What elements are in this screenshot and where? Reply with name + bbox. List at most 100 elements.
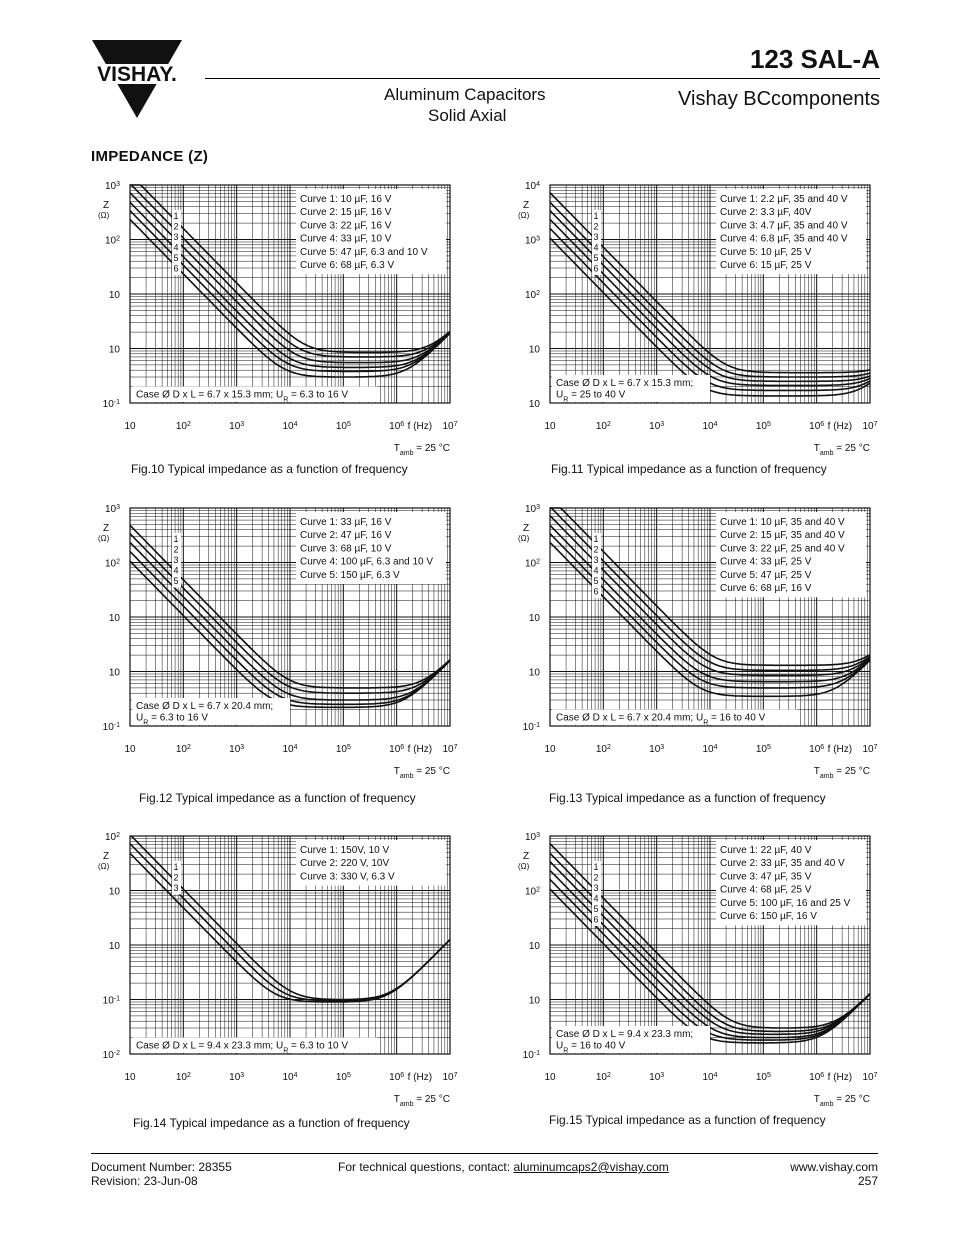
x-tick-label: 10 bbox=[124, 421, 136, 432]
curve-number-label: 1 bbox=[173, 862, 178, 872]
subtitle-line-2: Solid Axial bbox=[428, 106, 507, 125]
contact-line: For technical questions, contact: alumin… bbox=[338, 1160, 669, 1174]
curve-number-label: 2 bbox=[173, 873, 178, 883]
y-tick-label: 10 bbox=[529, 345, 541, 356]
x-tick-label: 102 bbox=[176, 421, 191, 433]
case-note-box bbox=[552, 1026, 710, 1053]
legend-entry: Curve 1: 22 µF, 40 V bbox=[720, 845, 812, 856]
ambient-temperature-note: Tamb = 25 °C bbox=[394, 1094, 450, 1108]
x-tick-label: 107 bbox=[862, 1072, 877, 1084]
curve-number-label: 6 bbox=[173, 264, 178, 274]
y-tick-label: 104 bbox=[525, 181, 540, 193]
series-line-1 bbox=[550, 507, 871, 667]
y-tick-label: 102 bbox=[105, 832, 120, 844]
case-note: UR​ = 25 to 40 V bbox=[556, 390, 626, 404]
y-tick-label: 10-1 bbox=[523, 722, 540, 734]
legend-entry: Curve 5: 100 µF, 16 and 25 V bbox=[720, 898, 851, 909]
contact-email-link[interactable]: aluminumcaps2@vishay.com bbox=[513, 1160, 669, 1174]
legend-box bbox=[296, 189, 446, 275]
legend-box bbox=[716, 189, 866, 275]
plot-frame bbox=[549, 835, 871, 1055]
legend-entry: Curve 5: 47 µF, 25 V bbox=[720, 570, 812, 581]
legend-entry: Curve 3: 330 V, 6.3 V bbox=[300, 871, 395, 882]
curve-number-label: 6 bbox=[593, 587, 598, 597]
curve-number-bg bbox=[592, 210, 601, 275]
y-tick-label: 10 bbox=[529, 399, 541, 410]
website-link[interactable]: www.vishay.com bbox=[790, 1160, 878, 1174]
x-axis-label: f (Hz) bbox=[828, 744, 852, 755]
y-tick-label: 102 bbox=[105, 558, 120, 570]
x-tick-label: 105 bbox=[336, 1072, 351, 1084]
y-tick-label: 102 bbox=[525, 886, 540, 898]
x-tick-label: 102 bbox=[176, 1072, 191, 1084]
legend-entry: Curve 3: 22 µF, 25 and 40 V bbox=[720, 543, 845, 554]
series-line-2 bbox=[549, 852, 871, 1033]
curve-number-label: 2 bbox=[173, 222, 178, 232]
legend-entry: Curve 6: 68 µF, 6.3 V bbox=[300, 260, 394, 271]
figure-caption: Fig.10 Typical impedance as a function o… bbox=[131, 462, 408, 476]
x-tick-label: 103 bbox=[229, 1072, 244, 1084]
y-tick-label: 10 bbox=[109, 613, 121, 624]
case-note: UR​ = 16 to 40 V bbox=[556, 1041, 626, 1055]
figure-10: 1 2 3 4 5 6 Curve 1: 10 µF, 16 V Curve 2: 15 µF… bbox=[91, 172, 511, 487]
x-tick-label: 105 bbox=[756, 421, 771, 433]
x-tick-label: 106 bbox=[809, 744, 824, 756]
y-tick-label: 10 bbox=[109, 887, 121, 898]
x-axis-label: f (Hz) bbox=[828, 421, 852, 432]
legend-entry: Curve 4: 6.8 µF, 35 and 40 V bbox=[720, 234, 848, 245]
x-tick-label: 107 bbox=[442, 421, 457, 433]
legend-entry: Curve 4: 33 µF, 25 V bbox=[720, 557, 812, 568]
series-line-3 bbox=[129, 541, 451, 701]
figure-11: 1 2 3 4 5 6 Curve 1: 2.2 µF, 35 and 40 V Curve … bbox=[511, 172, 931, 487]
legend-entry: Curve 2: 220 V, 10V bbox=[300, 858, 389, 869]
legend-entry: Curve 1: 33 µF, 16 V bbox=[300, 517, 392, 528]
figure-12: 1 2 3 4 5 Curve 1: 33 µF, 16 V Curve 2: 47 µF,… bbox=[91, 495, 511, 810]
x-tick-label: 103 bbox=[649, 421, 664, 433]
series-line-3 bbox=[549, 515, 871, 677]
x-tick-label: 103 bbox=[229, 744, 244, 756]
legend-box bbox=[716, 512, 866, 598]
legend-entry: Curve 6: 150 µF, 16 V bbox=[720, 911, 817, 922]
ambient-temperature-note: Tamb = 25 °C bbox=[394, 443, 450, 457]
series-line-2 bbox=[549, 201, 871, 378]
figure-15: 1 2 3 4 5 6 Curve 1: 22 µF, 40 V Curve 2: 33 µF… bbox=[511, 823, 931, 1138]
legend-entry: Curve 2: 15 µF, 16 V bbox=[300, 207, 392, 218]
curve-number-label: 5 bbox=[593, 576, 598, 586]
x-tick-label: 103 bbox=[649, 744, 664, 756]
x-tick-label: 10 bbox=[544, 421, 556, 432]
case-note-box bbox=[132, 698, 290, 725]
legend-entry: Curve 1: 10 µF, 35 and 40 V bbox=[720, 517, 845, 528]
y-axis-label: Z bbox=[523, 523, 529, 534]
x-tick-label: 105 bbox=[756, 1072, 771, 1084]
curve-number-label: 1 bbox=[173, 534, 178, 544]
impedance-chart: 123 Curve 1: 150V, 10 V Curve 2: 220 V, 10… bbox=[98, 832, 458, 1108]
x-axis-label: f (Hz) bbox=[828, 1072, 852, 1083]
case-note-box bbox=[132, 1037, 377, 1053]
curve-number-label: 5 bbox=[593, 253, 598, 263]
legend-entry: Curve 6: 68 µF, 16 V bbox=[720, 583, 812, 594]
legend-entry: Curve 4: 100 µF, 6.3 and 10 V bbox=[300, 557, 433, 568]
curve-number-label: 6 bbox=[593, 264, 598, 274]
y-tick-label: 103 bbox=[525, 504, 540, 516]
series-line-2 bbox=[129, 184, 451, 358]
curve-number-label: 4 bbox=[593, 243, 598, 253]
y-axis-unit: (Ω) bbox=[518, 534, 530, 543]
y-axis-label: Z bbox=[523, 851, 529, 862]
legend-entry: Curve 1: 150V, 10 V bbox=[300, 845, 389, 856]
curve-number-label: 4 bbox=[593, 894, 598, 904]
curve-number-label: 4 bbox=[173, 243, 178, 253]
x-tick-label: 107 bbox=[862, 421, 877, 433]
curve-number-label: 3 bbox=[593, 555, 598, 565]
x-tick-label: 102 bbox=[176, 744, 191, 756]
curve-number-label: 3 bbox=[173, 883, 178, 893]
series-line-4 bbox=[549, 524, 871, 683]
series-line-4 bbox=[129, 201, 451, 369]
y-tick-label: 10-1 bbox=[103, 399, 120, 411]
legend-box bbox=[296, 840, 446, 886]
legend-entry: Curve 4: 33 µF, 10 V bbox=[300, 234, 392, 245]
series-line-1 bbox=[549, 843, 871, 1029]
x-tick-label: 106 bbox=[389, 744, 404, 756]
y-tick-label: 10-1 bbox=[523, 1050, 540, 1062]
